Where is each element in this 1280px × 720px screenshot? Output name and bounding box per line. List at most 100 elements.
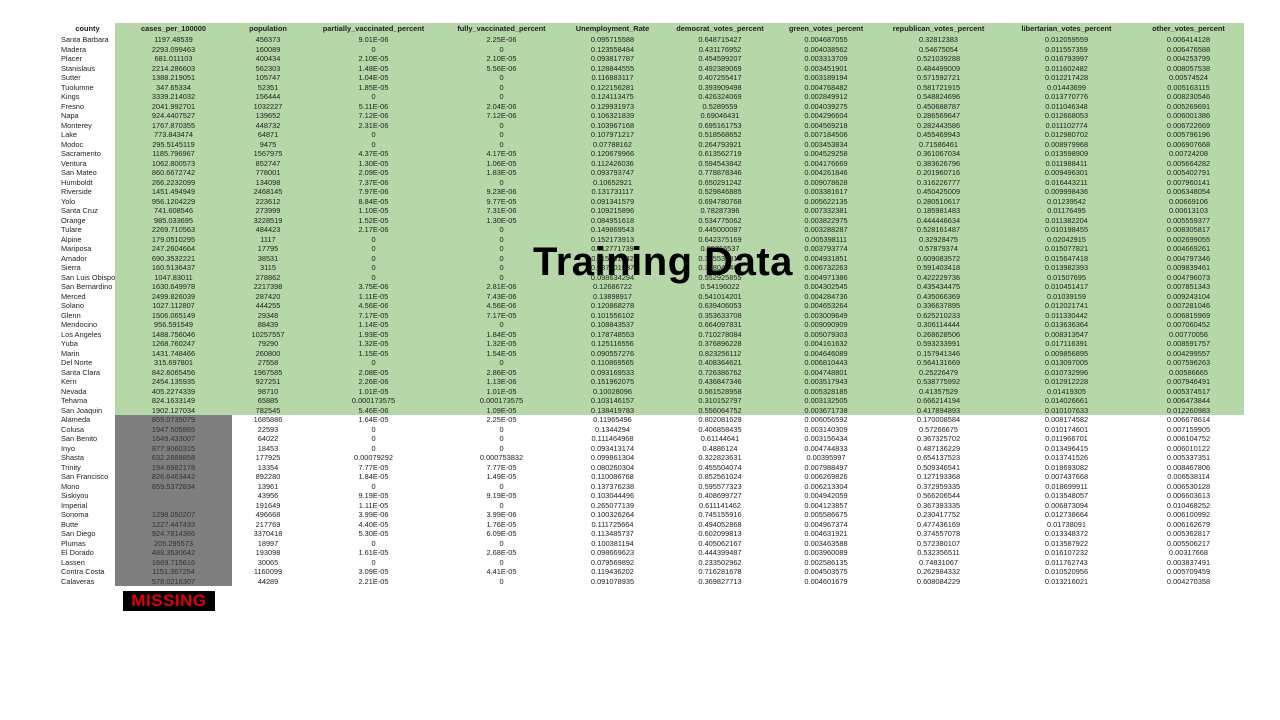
value-cell: 18997 <box>257 538 279 548</box>
value-cell: 0.013548057 <box>1044 491 1089 500</box>
county-cell: Ventura <box>61 158 87 168</box>
value-cell: 0.006678614 <box>1166 415 1211 424</box>
value-cell: 0.003822975 <box>775 215 877 225</box>
value-cell: 29348 <box>232 310 304 320</box>
value-cell: 0.013496415 <box>1044 443 1089 453</box>
value-cell: 0.71586461 <box>877 139 1000 149</box>
value-cell: 1.85E-05 <box>304 82 443 92</box>
value-cell: 0.005328185 <box>775 386 877 396</box>
value-cell: 0.004253799 <box>1133 54 1244 64</box>
value-cell: 0.003156434 <box>804 434 848 443</box>
value-cell: 0.745155916 <box>698 510 742 519</box>
value-cell: 0 <box>443 244 560 254</box>
value-cell: 0.532356511 <box>917 548 960 557</box>
county-cell: Imperial <box>61 500 88 510</box>
value-cell: 7.43E-06 <box>443 291 560 301</box>
value-cell: 0.005269691 <box>1133 101 1244 111</box>
value-cell: 0.004284736 <box>775 291 877 301</box>
value-cell: 1027.112807 <box>115 301 232 311</box>
value-cell: 0.004748801 <box>775 367 877 377</box>
value-cell: 0.009856895 <box>1000 348 1133 358</box>
county-cell: San Bernardino <box>61 282 113 291</box>
table-row: Napa 924.4407527 139652 7.12E-06 7.12E-06 0.1… <box>60 111 1244 121</box>
value-cell: 0.003671738 <box>775 405 877 415</box>
value-cell: 1.64E-05 <box>358 415 389 424</box>
value-cell: 0 <box>499 576 504 586</box>
value-cell: 681.011103 <box>115 54 232 64</box>
value-cell: 0.080260304 <box>590 462 635 472</box>
value-cell: 0 <box>499 434 504 443</box>
value-cell: 0.149869543 <box>560 225 665 235</box>
value-cell: 0.003960089 <box>804 548 848 557</box>
value-cell: 2.26E-06 <box>304 377 443 387</box>
value-cell: 1.10E-05 <box>304 206 443 216</box>
value-cell: 0.107971217 <box>560 130 665 140</box>
value-cell: 5.30E-05 <box>358 529 389 538</box>
value-cell: 0.185981483 <box>877 206 1000 216</box>
value-cell: 0.004942059 <box>804 491 848 500</box>
value-cell: 105747 <box>232 73 304 83</box>
value-cell: 0.014026661 <box>1000 396 1133 406</box>
value-cell: 0.011382204 <box>1000 215 1133 225</box>
value-cell: 0.611141462 <box>698 500 742 510</box>
value-cell: 2.04E-06 <box>443 101 560 111</box>
value-cell: 0.007332381 <box>775 206 877 216</box>
county-cell: Tuolumne <box>61 82 94 92</box>
table-row: San Francisco 826.6463442 892280 1.84E-05 1.… <box>60 472 1244 482</box>
value-cell: 562303 <box>232 63 304 73</box>
value-cell: 0.007281046 <box>1133 301 1244 311</box>
value-cell: 0.477436169 <box>916 519 961 529</box>
value-cell: 0 <box>499 557 504 567</box>
table-row: San Benito 1649.433007 64022 0 0 0.111464968 0… <box>60 434 1244 444</box>
value-cell: 2.81E-06 <box>443 282 560 292</box>
value-cell: 0.098669623 <box>590 548 635 557</box>
value-cell: 0.120868278 <box>560 301 665 311</box>
value-cell: 0.39766537 <box>665 244 775 254</box>
value-cell: 0.435434475 <box>877 282 1000 292</box>
value-cell: 0.006104752 <box>1166 434 1211 443</box>
header-row: county cases_per_100000 population partiall… <box>60 23 1244 35</box>
value-cell: 0.103044496 <box>590 491 635 500</box>
value-cell: 0.003132505 <box>775 396 877 406</box>
value-cell: 43956 <box>257 491 279 500</box>
table-row: San Bernardino 1630.649978 2217398 3.75E-06… <box>60 282 1244 292</box>
value-cell: 0.10028096 <box>560 386 665 396</box>
value-cell: 0.011557359 <box>1000 44 1133 54</box>
value-cell: 0 <box>304 44 443 54</box>
value-cell: 0.012059559 <box>1000 35 1133 45</box>
county-cell: Kern <box>61 377 77 386</box>
value-cell: 1032227 <box>232 101 304 111</box>
value-cell: 0.268628506 <box>877 329 1000 339</box>
value-cell: 0.01738091 <box>1046 519 1087 529</box>
value-cell: 13354 <box>257 462 279 472</box>
value-cell: 0 <box>443 225 560 235</box>
value-cell: 0 <box>371 443 376 453</box>
value-cell: 824.1633149 <box>115 396 232 406</box>
value-cell: 3339.214032 <box>115 92 232 102</box>
county-cell: Marin <box>61 348 80 358</box>
value-cell: 347.65334 <box>115 82 232 92</box>
county-cell: Madera <box>61 44 87 54</box>
value-cell: 0.093793747 <box>560 168 665 178</box>
value-cell: 52351 <box>232 82 304 92</box>
value-cell: 0.005506217 <box>1166 538 1211 548</box>
table-row: Mendocino 956.591549 88439 1.14E-05 0 0.10884… <box>60 320 1244 330</box>
value-cell: 0 <box>304 253 443 263</box>
value-cell: 0.00079292 <box>353 453 394 462</box>
value-cell: 860.6672742 <box>115 168 232 178</box>
value-cell: 0.005163115 <box>1133 82 1244 92</box>
value-cell: 0 <box>443 120 560 130</box>
value-cell: 1767.870355 <box>115 120 232 130</box>
table-row: Orange 985.033695 3228519 1.52E-05 1.30E-05 0… <box>60 215 1244 225</box>
column-header: cases_per_100000 <box>115 23 232 35</box>
value-cell: 0.003313709 <box>775 54 877 64</box>
value-cell: 0.444399487 <box>698 548 742 557</box>
county-cell: San Luis Obispo <box>61 272 115 282</box>
value-cell: 0.129931973 <box>560 101 665 111</box>
value-cell: 2.25E-06 <box>443 35 560 45</box>
value-cell: 0.003288287 <box>775 225 877 235</box>
value-cell: 2041.992701 <box>115 101 232 111</box>
table-row: Nevada 405.2274339 98710 1.01E-05 1.01E-05 0.… <box>60 386 1244 396</box>
table-row: Yuba 1268.760247 79290 1.32E-05 1.32E-05 0.12… <box>60 339 1244 349</box>
value-cell: 0.110086768 <box>591 472 634 481</box>
